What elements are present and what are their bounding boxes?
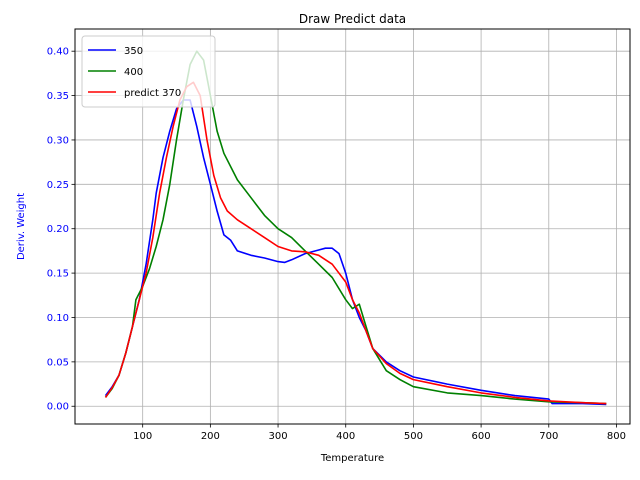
legend: 350 400 predict 370 — [81, 35, 216, 108]
y-tick-label: 0.35 — [47, 91, 69, 102]
ticks: 100 200 300 400 500 600 700 800 0.00 0.05 0.10 0.15… — [47, 47, 626, 442]
plot-frame — [74, 28, 631, 425]
y-tick-label: 0.05 — [47, 357, 69, 368]
legend-box — [81, 35, 216, 108]
series-lines — [104, 50, 607, 406]
x-tick-label: 800 — [607, 431, 626, 442]
series-line-3 — [104, 81, 607, 405]
x-tick-label: 200 — [201, 431, 220, 442]
series-line-1 — [104, 99, 607, 406]
y-tick-label: 0.25 — [47, 180, 69, 191]
y-tick-label: 0.20 — [47, 224, 69, 235]
series-line-2 — [104, 50, 607, 405]
y-tick-label: 0.00 — [47, 402, 69, 413]
chart-title: Draw Predict data — [299, 12, 406, 26]
legend-label-2: 400 — [124, 67, 143, 78]
y-tick-label: 0.10 — [47, 313, 69, 324]
legend-label-3: predict 370 — [124, 88, 181, 99]
y-axis-title: Deriv. Weight — [16, 193, 27, 260]
x-axis-title: Temperature — [320, 453, 384, 464]
grid — [75, 29, 630, 424]
y-tick-label: 0.30 — [47, 135, 69, 146]
x-tick-label: 400 — [336, 431, 355, 442]
x-tick-label: 100 — [133, 431, 152, 442]
x-tick-label: 300 — [269, 431, 288, 442]
x-tick-label: 700 — [539, 431, 558, 442]
x-tick-label: 500 — [404, 431, 423, 442]
y-tick-label: 0.15 — [47, 269, 69, 280]
y-tick-label: 0.40 — [47, 47, 69, 58]
legend-label-1: 350 — [124, 46, 143, 57]
x-tick-label: 600 — [472, 431, 491, 442]
